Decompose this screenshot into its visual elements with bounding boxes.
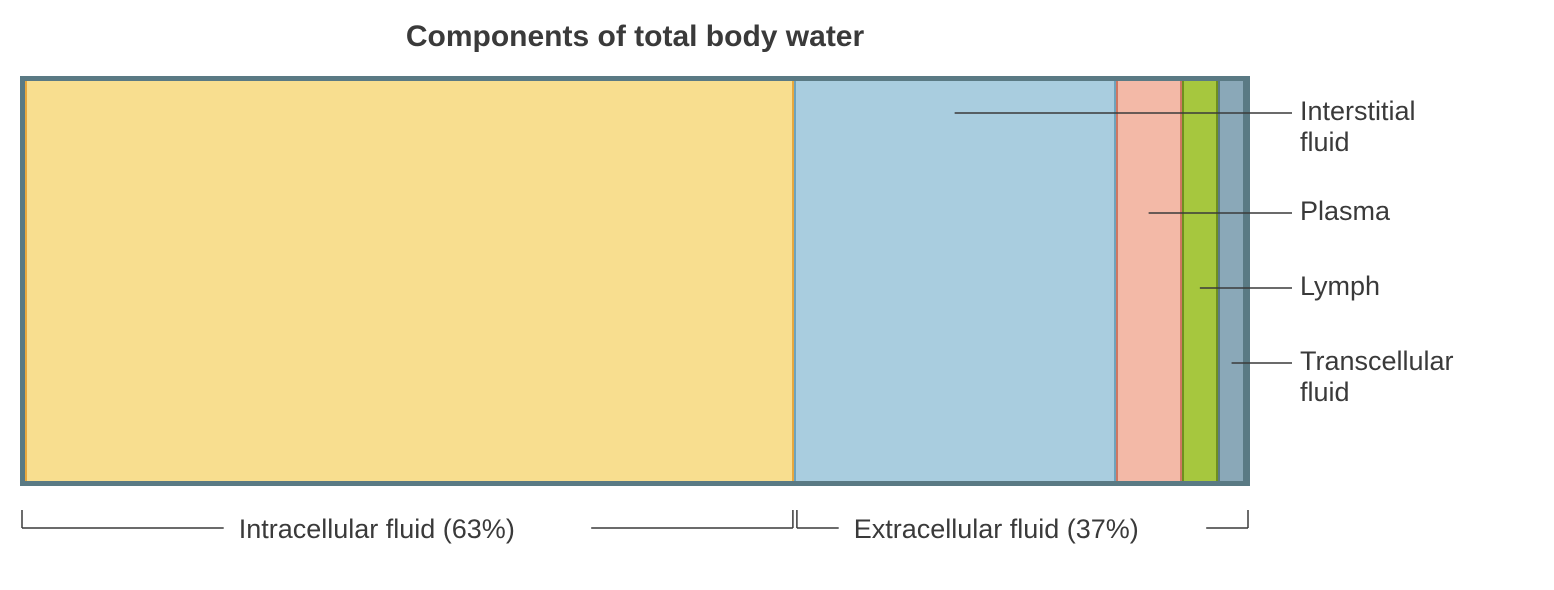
callout-panel: Interstitialfluid Plasma Lymph Transcellula…: [1250, 76, 1520, 486]
callout-interstitial: Interstitialfluid: [1300, 96, 1416, 158]
callout-lymph: Lymph: [1300, 271, 1380, 302]
bracket-label-extracellular: Extracellular fluid (37%): [854, 514, 1139, 545]
bracket-label-intracellular: Intracellular fluid (63%): [239, 514, 515, 545]
callout-transcellular: Transcellularfluid: [1300, 346, 1454, 408]
callout-plasma: Plasma: [1300, 196, 1390, 227]
chart-title: Components of total body water: [20, 20, 1250, 54]
bracket-row: Intracellular fluid (63%) Extracellular f…: [20, 496, 1250, 566]
